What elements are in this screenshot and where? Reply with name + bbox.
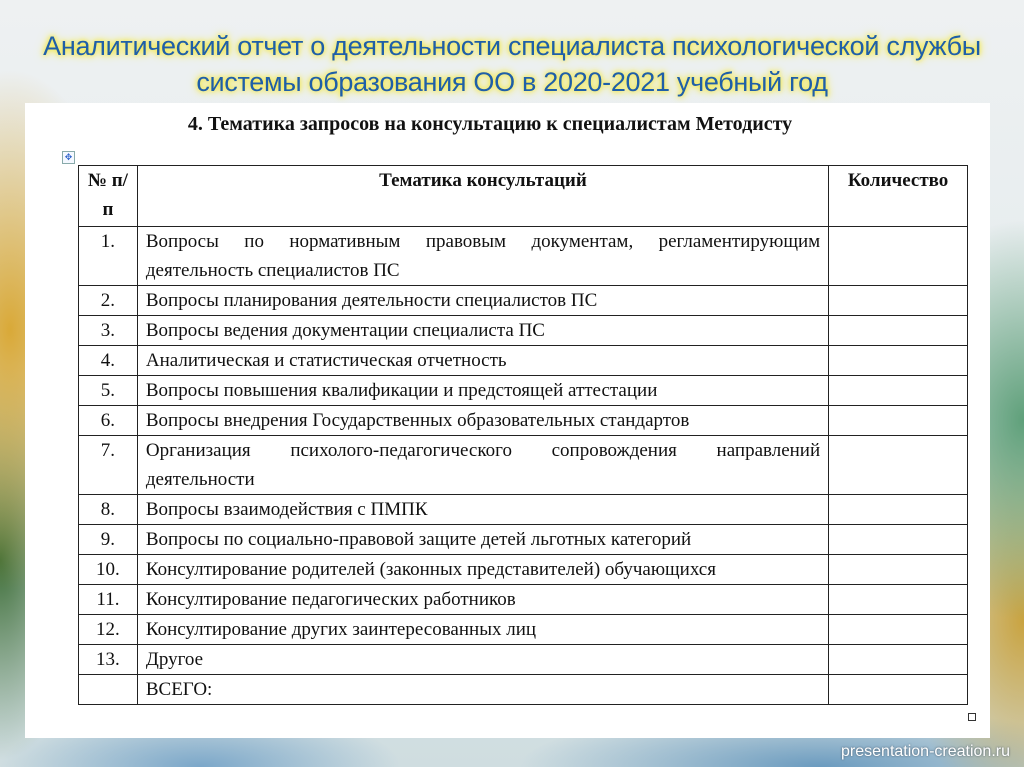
row-quantity[interactable] xyxy=(828,405,968,436)
total-num-cell xyxy=(78,674,138,705)
table-resize-handle[interactable] xyxy=(968,713,976,721)
row-topic: Вопросы внедрения Государственных образо… xyxy=(136,405,830,436)
table-row: 7. Организация психолого-педагогического … xyxy=(78,435,968,495)
row-topic: Вопросы по нормативным правовым документ… xyxy=(136,226,830,286)
row-number: 13. xyxy=(78,644,138,675)
table-row: 10. Консултирование родителей (законных п… xyxy=(78,554,968,585)
row-topic: Консултирование педагогических работнико… xyxy=(136,584,830,615)
row-topic: Организация психолого-педагогического со… xyxy=(136,435,830,495)
row-quantity[interactable] xyxy=(828,315,968,346)
total-value[interactable] xyxy=(828,674,968,705)
row-topic: Аналитическая и статистическая отчетност… xyxy=(136,345,830,376)
table-row: 6. Вопросы внедрения Государственных обра… xyxy=(78,405,968,436)
table-move-handle-icon[interactable]: ✥ xyxy=(62,151,75,164)
header-quantity: Количество xyxy=(828,165,968,227)
document-heading: 4. Тематика запросов на консультацию к с… xyxy=(187,113,793,135)
row-number: 7. xyxy=(78,435,138,495)
row-topic: Вопросы ведения документации специалиста… xyxy=(136,315,830,346)
row-number: 2. xyxy=(78,285,138,316)
row-quantity[interactable] xyxy=(828,554,968,585)
row-number: 12. xyxy=(78,614,138,645)
total-label: ВСЕГО: xyxy=(136,674,830,705)
slide-title-line1: Аналитический отчет о деятельности специ… xyxy=(43,31,981,61)
header-number: № п/п xyxy=(78,165,138,227)
row-number: 8. xyxy=(78,494,138,525)
table-row: 2. Вопросы планирования деятельности спец… xyxy=(78,285,968,316)
row-number: 6. xyxy=(78,405,138,436)
row-topic: Вопросы взаимодействия с ПМПК xyxy=(136,494,830,525)
table-row: 1. Вопросы по нормативным правовым докуме… xyxy=(78,226,968,286)
document-panel: 4. Тематика запросов на консультацию к с… xyxy=(25,103,990,738)
slide-title-line2: системы образования ОО в 2020-2021 учебн… xyxy=(196,67,828,97)
consultation-topics-table: № п/п Тематика консультаций Количество 1… xyxy=(78,165,968,705)
row-number: 1. xyxy=(78,226,138,286)
table-row: 12. Консултирование других заинтересованн… xyxy=(78,614,968,645)
header-topic: Тематика консультаций xyxy=(136,165,830,227)
row-quantity[interactable] xyxy=(828,584,968,615)
table-row: 13. Другое xyxy=(78,644,968,675)
row-number: 10. xyxy=(78,554,138,585)
table-row: 3. Вопросы ведения документации специалис… xyxy=(78,315,968,346)
row-topic: Консултирование других заинтересованных … xyxy=(136,614,830,645)
row-number: 9. xyxy=(78,524,138,555)
row-number: 5. xyxy=(78,375,138,406)
row-number: 3. xyxy=(78,315,138,346)
table-header-row: № п/п Тематика консультаций Количество xyxy=(78,165,968,227)
row-topic: Другое xyxy=(136,644,830,675)
row-quantity[interactable] xyxy=(828,435,968,495)
row-quantity[interactable] xyxy=(828,285,968,316)
footer-watermark: presentation-creation.ru xyxy=(841,743,1010,760)
table-row: 5. Вопросы повышения квалификации и предс… xyxy=(78,375,968,406)
table-row: 8. Вопросы взаимодействия с ПМПК xyxy=(78,494,968,525)
row-topic: Вопросы планирования деятельности специа… xyxy=(136,285,830,316)
slide-title: Аналитический отчет о деятельности специ… xyxy=(0,28,1024,100)
row-topic: Вопросы повышения квалификации и предсто… xyxy=(136,375,830,406)
row-number: 4. xyxy=(78,345,138,376)
row-quantity[interactable] xyxy=(828,614,968,645)
row-quantity[interactable] xyxy=(828,524,968,555)
row-number: 11. xyxy=(78,584,138,615)
table-row: 4. Аналитическая и статистическая отчетно… xyxy=(78,345,968,376)
row-quantity[interactable] xyxy=(828,644,968,675)
row-quantity[interactable] xyxy=(828,226,968,286)
row-quantity[interactable] xyxy=(828,345,968,376)
table-row: 11. Консултирование педагогических работн… xyxy=(78,584,968,615)
total-row: ВСЕГО: xyxy=(78,674,968,705)
row-topic: Консултирование родителей (законных пред… xyxy=(136,554,830,585)
row-topic: Вопросы по социально-правовой защите дет… xyxy=(136,524,830,555)
row-quantity[interactable] xyxy=(828,494,968,525)
table-row: 9. Вопросы по социально-правовой защите д… xyxy=(78,524,968,555)
row-quantity[interactable] xyxy=(828,375,968,406)
